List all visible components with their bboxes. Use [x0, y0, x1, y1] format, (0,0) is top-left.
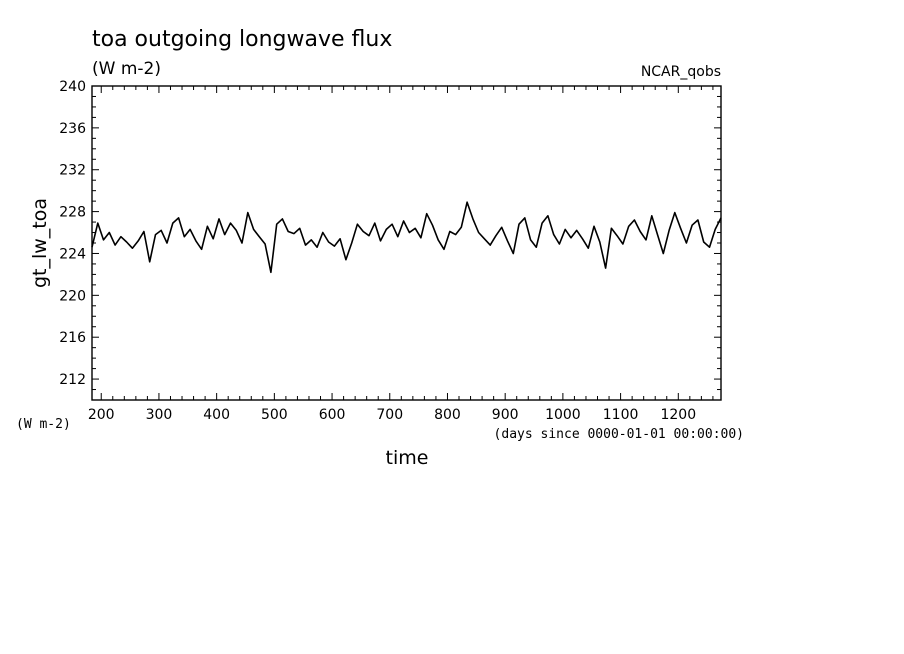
y-tick-label: 228	[59, 205, 86, 221]
x-tick-label: 500	[261, 407, 288, 423]
series-line	[91, 201, 722, 274]
x-tick-label: 400	[203, 407, 230, 423]
y-axis-units: (W m-2)	[16, 417, 71, 432]
chart-subtitle-units: (W m-2)	[92, 59, 161, 79]
y-tick-label: 236	[59, 121, 86, 137]
y-tick-label: 224	[59, 246, 86, 262]
y-tick-label: 232	[59, 163, 86, 179]
chart-title: toa outgoing longwave flux	[92, 27, 392, 52]
dataset-tag: NCAR_qobs	[641, 64, 721, 80]
x-tick-label: 800	[434, 407, 461, 423]
axis-tick-labels: 212 216 220 224 228 232 236 240 200 300 400 500 600 7…	[59, 79, 696, 423]
y-tick-label: 220	[59, 288, 86, 304]
x-tick-label: 300	[146, 407, 173, 423]
x-tick-label: 1100	[603, 407, 639, 423]
y-tick-label: 240	[59, 79, 86, 95]
plot-frame	[91, 85, 722, 401]
x-axis-units: (days since 0000-01-01 00:00:00)	[494, 427, 744, 442]
x-tick-label: 1200	[660, 407, 696, 423]
x-tick-label: 900	[492, 407, 519, 423]
y-axis-label: gt_lw_toa	[29, 198, 51, 288]
x-axis-label: time	[386, 447, 429, 469]
y-tick-label: 216	[59, 330, 86, 346]
x-tick-label: 600	[319, 407, 346, 423]
axis-ticks	[92, 85, 721, 401]
x-tick-label: 1000	[545, 407, 581, 423]
x-tick-label: 200	[88, 407, 115, 423]
y-tick-label: 212	[59, 372, 86, 388]
x-tick-label: 700	[376, 407, 403, 423]
